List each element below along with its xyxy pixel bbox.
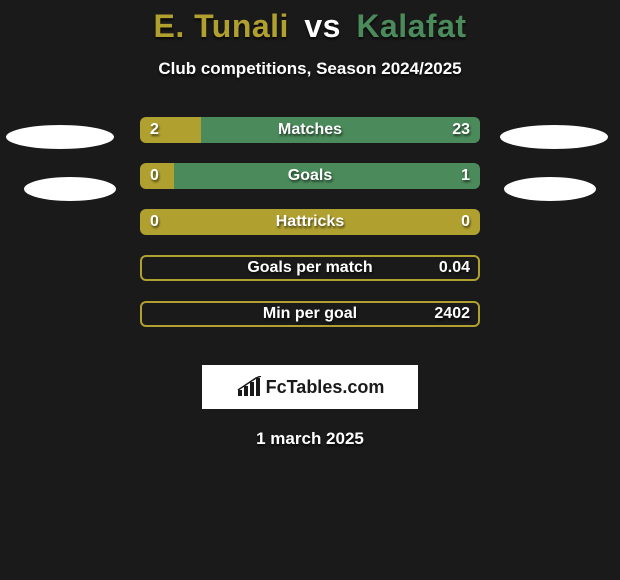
vs-separator: vs — [304, 8, 341, 44]
player1-name: E. Tunali — [153, 8, 288, 44]
stat-label: Matches — [140, 117, 480, 143]
subtitle: Club competitions, Season 2024/2025 — [0, 59, 620, 79]
stat-right-value: 1 — [461, 163, 470, 189]
stat-label: Hattricks — [140, 209, 480, 235]
stat-row: Hattricks0 0 — [0, 209, 620, 255]
comparison-infographic: E. Tunali vs Kalafat Club competitions, … — [0, 0, 620, 580]
stat-right-value: 2402 — [434, 301, 470, 327]
stat-label: Min per goal — [140, 301, 480, 327]
stat-left-value: 2 — [150, 117, 159, 143]
stat-row: Goals0 1 — [0, 163, 620, 209]
stat-row: Min per goal2402 — [0, 301, 620, 347]
stat-row: Goals per match0.04 — [0, 255, 620, 301]
stat-left-value: 0 — [150, 209, 159, 235]
stat-right-value: 0.04 — [439, 255, 470, 281]
stat-label: Goals — [140, 163, 480, 189]
stat-right-value: 0 — [461, 209, 470, 235]
page-title: E. Tunali vs Kalafat — [0, 0, 620, 45]
logo-text: FcTables.com — [266, 377, 385, 398]
comparison-bars: Matches223Goals01Hattricks00Goals per ma… — [0, 117, 620, 347]
date: 1 march 2025 — [0, 429, 620, 449]
logo-box: FcTables.com — [202, 365, 418, 409]
player2-name: Kalafat — [356, 8, 466, 44]
stat-label: Goals per match — [140, 255, 480, 281]
stat-left-value: 0 — [150, 163, 159, 189]
stat-row: Matches2 23 — [0, 117, 620, 163]
bar-chart-icon — [236, 376, 262, 398]
stat-right-value: 23 — [452, 117, 470, 143]
